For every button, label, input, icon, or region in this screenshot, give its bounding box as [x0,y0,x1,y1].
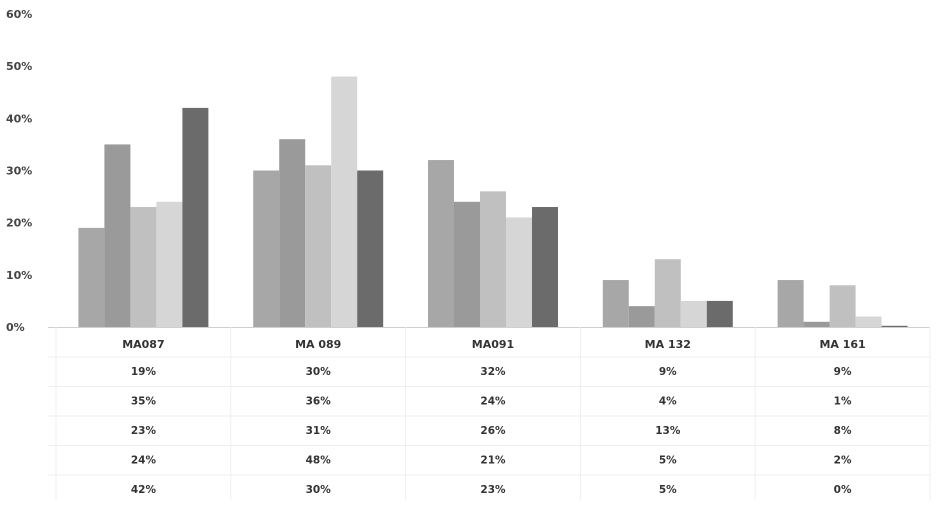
bar-3-series-0 [602,280,629,327]
table-cell-r3-c3: 5% [659,455,677,467]
y-tick-label-50: 50% [6,60,32,73]
bar-0-series-4 [182,107,209,328]
bar-3-series-3 [680,300,707,327]
bar-4-series-4 [881,325,908,327]
bar-1-series-1 [279,139,306,327]
table-cell-r1-c4: 1% [834,396,852,408]
data-table: 19% 30% 32% 9% 9% 35% 36% 24% 4% 1% 23% 31% 26% 13% 8%… [48,327,931,505]
bar-2-series-3 [506,217,532,327]
table-cell-r2-c2: 26% [480,425,506,437]
table-cell-r1-c2: 24% [480,396,506,408]
bar-0-series-0 [78,227,105,327]
table-cell-r4-c0: 42% [131,484,157,496]
table-cell-r3-c1: 48% [306,455,332,467]
table-cell-r4-c1: 30% [306,484,332,496]
y-tick-label-0: 0% [6,321,25,334]
bar-0-series-2 [130,207,157,327]
category-label-4: MA 161 [819,338,865,351]
table-cell-r2-c1: 31% [306,425,332,437]
table-cell-r2-c4: 8% [834,425,852,437]
bar-2-series-0 [428,160,454,327]
bar-1-series-0 [253,170,280,327]
bar-0-series-3 [156,201,183,327]
table-cell-r0-c1: 30% [306,366,332,378]
table-cell-r0-c2: 32% [480,366,506,378]
y-tick-label-40: 40% [6,112,32,125]
bar-1-series-4 [357,170,384,327]
y-tick-label-10: 10% [6,269,32,282]
y-tick-label-30: 30% [6,165,32,178]
category-label-0: MA087 [122,338,164,351]
table-cell-r0-c0: 19% [131,366,157,378]
bar-3-series-4 [706,300,733,327]
bar-2-series-4 [532,207,558,327]
bar-3-series-1 [628,306,655,327]
category-label-1: MA 089 [295,338,341,351]
table-cell-r4-c3: 5% [659,484,677,496]
bar-4-series-1 [803,321,830,327]
table-cell-r3-c4: 2% [834,455,852,467]
y-tick-label-60: 60% [6,8,32,21]
bar-2-series-1 [454,201,480,327]
category-label-2: MA091 [472,338,514,351]
bar-3-series-2 [654,259,681,327]
y-axis: 0% 10% 20% 30% 40% 50% 60% [6,8,32,334]
bar-4-series-2 [829,285,856,327]
table-cell-r3-c0: 24% [131,455,157,467]
table-cell-r2-c3: 13% [655,425,681,437]
table-cell-r1-c3: 4% [659,396,677,408]
table-cell-r0-c3: 9% [659,366,677,378]
table-cell-r2-c0: 23% [131,425,157,437]
table-cell-r1-c1: 36% [306,396,332,408]
bar-0-series-1 [104,144,131,327]
category-label-3: MA 132 [645,338,691,351]
bars [78,76,908,328]
bar-2-series-2 [480,191,506,327]
table-cell-r4-c4: 0% [834,484,852,496]
y-tick-label-20: 20% [6,217,32,230]
bar-4-series-3 [855,316,882,327]
table-cell-r4-c2: 23% [480,484,506,496]
bar-1-series-2 [305,165,332,327]
table-cell-r0-c4: 9% [834,366,852,378]
x-axis: MA087 MA 089 MA091 MA 132 MA 161 [48,327,930,351]
table-cell-r1-c0: 35% [131,396,157,408]
bar-1-series-3 [331,76,358,327]
bar-4-series-0 [777,280,804,327]
table-cell-r3-c2: 21% [480,455,506,467]
